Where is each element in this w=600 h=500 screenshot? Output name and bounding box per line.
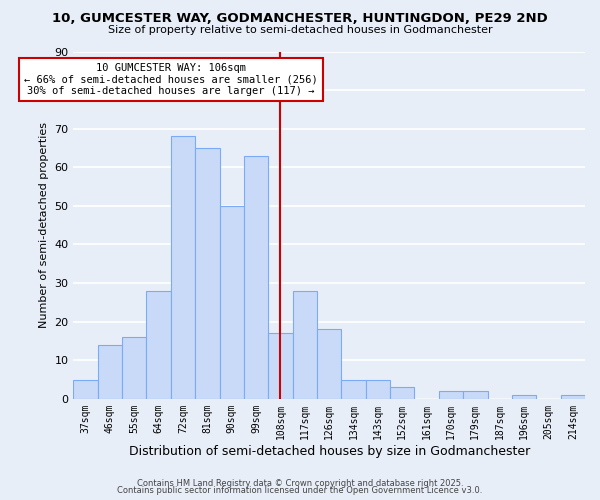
Bar <box>122 337 146 399</box>
Bar <box>512 395 536 399</box>
Bar <box>341 380 366 399</box>
Bar <box>195 148 220 399</box>
Bar <box>98 345 122 399</box>
Bar <box>439 391 463 399</box>
Text: 10, GUMCESTER WAY, GODMANCHESTER, HUNTINGDON, PE29 2ND: 10, GUMCESTER WAY, GODMANCHESTER, HUNTIN… <box>52 12 548 26</box>
Text: Size of property relative to semi-detached houses in Godmanchester: Size of property relative to semi-detach… <box>107 25 493 35</box>
Bar <box>220 206 244 399</box>
Bar <box>146 291 171 399</box>
Bar <box>463 391 488 399</box>
Bar <box>366 380 390 399</box>
Text: Contains public sector information licensed under the Open Government Licence v3: Contains public sector information licen… <box>118 486 482 495</box>
Bar <box>268 333 293 399</box>
Y-axis label: Number of semi-detached properties: Number of semi-detached properties <box>39 122 49 328</box>
Bar <box>560 395 585 399</box>
Text: 10 GUMCESTER WAY: 106sqm
← 66% of semi-detached houses are smaller (256)
30% of : 10 GUMCESTER WAY: 106sqm ← 66% of semi-d… <box>24 63 317 96</box>
Bar <box>293 291 317 399</box>
Text: Contains HM Land Registry data © Crown copyright and database right 2025.: Contains HM Land Registry data © Crown c… <box>137 478 463 488</box>
Bar <box>171 136 195 399</box>
Bar <box>317 330 341 399</box>
Bar <box>73 380 98 399</box>
Bar <box>244 156 268 399</box>
Bar <box>390 388 415 399</box>
X-axis label: Distribution of semi-detached houses by size in Godmanchester: Distribution of semi-detached houses by … <box>128 444 530 458</box>
